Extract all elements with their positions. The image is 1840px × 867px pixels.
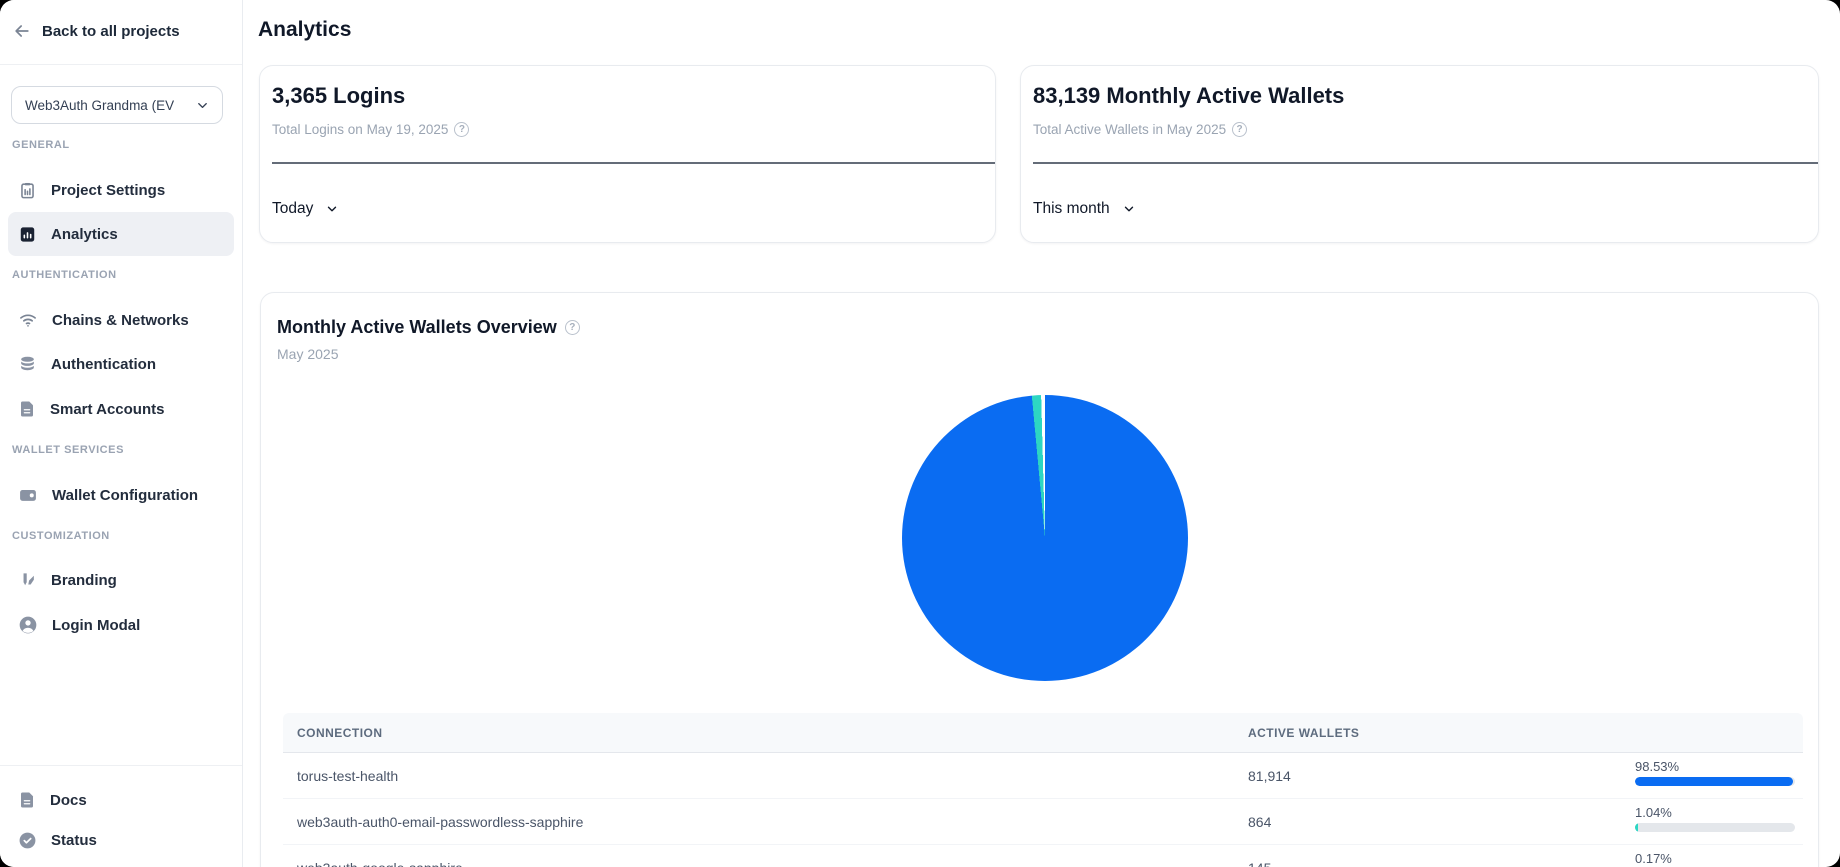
chevron-down-icon — [198, 102, 207, 108]
column-header-connection: CONNECTION — [297, 725, 383, 740]
help-icon[interactable]: ? — [564, 320, 580, 335]
connection-name: torus-test-health — [297, 768, 399, 784]
bar-chart-icon — [20, 226, 35, 242]
logins-range-dropdown[interactable]: Today — [272, 194, 339, 224]
logins-stat-value: 3,365 Logins — [272, 83, 406, 108]
logins-stat-subtitle: Total Logins on May 19, 2025 — [272, 122, 449, 137]
project-selector-value: Web3Auth Grandma (EV — [25, 97, 175, 113]
sidebar-item-label: Analytics — [51, 225, 118, 243]
share-bar-track — [1635, 777, 1795, 786]
stat-card-divider — [1033, 162, 1818, 164]
sidebar-item-label: Docs — [50, 791, 87, 809]
sidebar-item-label: Authentication — [51, 355, 156, 373]
chevron-down-icon — [328, 206, 337, 212]
column-header-active-wallets: ACTIVE WALLETS — [1248, 725, 1360, 740]
sidebar-item-label: Chains & Networks — [52, 311, 189, 329]
active-wallets-range-dropdown[interactable]: This month — [1033, 194, 1136, 224]
help-icon[interactable]: ? — [454, 122, 470, 137]
clipboard-icon — [21, 182, 34, 198]
sidebar-item-label: Project Settings — [51, 181, 166, 199]
wallet-icon — [20, 490, 36, 501]
wallets-overview-card: Monthly Active Wallets Overview ? May 20… — [260, 292, 1819, 867]
database-icon — [21, 356, 34, 370]
project-selector[interactable]: Web3Auth Grandma (EV — [11, 86, 223, 124]
sidebar-item-docs[interactable]: Docs — [8, 778, 234, 822]
sidebar-item-status[interactable]: Status — [8, 818, 234, 862]
sidebar-item-label: Wallet Configuration — [52, 486, 199, 504]
active-wallets-pie-chart — [902, 395, 1188, 681]
table-header-row: CONNECTION ACTIVE WALLETS — [283, 713, 1803, 753]
share-bar-track — [1635, 823, 1795, 832]
share-percent: 98.53% — [1635, 759, 1680, 774]
check-circle-icon — [19, 832, 36, 848]
active-wallets-stat-value: 83,139 Monthly Active Wallets — [1033, 83, 1345, 108]
page-title: Analytics — [258, 18, 352, 41]
connection-name: web3auth-auth0-email-passwordless-sapphi… — [297, 814, 584, 830]
logins-stat-card: 3,365 Logins Total Logins on May 19, 202… — [259, 65, 996, 243]
share-bar-fill — [1635, 823, 1638, 832]
sidebar-item-authentication[interactable]: Authentication — [8, 342, 234, 386]
sidebar-item-label: Smart Accounts — [50, 400, 165, 418]
sidebar-divider — [0, 64, 242, 65]
overview-subtitle: May 2025 — [277, 346, 339, 362]
sidebar-item-label: Status — [51, 831, 97, 849]
active-wallets-count: 81,914 — [1248, 768, 1291, 784]
sidebar: Back to all projects Web3Auth Grandma (E… — [0, 0, 243, 867]
connection-name: web3auth-google-sapphire — [297, 860, 463, 867]
share-bar-fill — [1635, 777, 1793, 786]
active-wallets-stat-subtitle: Total Active Wallets in May 2025 — [1033, 122, 1227, 137]
stat-card-divider — [272, 162, 995, 164]
sidebar-item-branding[interactable]: Branding — [8, 558, 234, 602]
brush-icon — [23, 572, 34, 585]
sidebar-footer-divider — [0, 765, 242, 766]
section-label-customization: CUSTOMIZATION — [12, 530, 110, 542]
back-button[interactable]: Back to all projects — [12, 12, 230, 50]
section-label-wallet-services: WALLET SERVICES — [12, 444, 124, 456]
section-label-general: GENERAL — [12, 139, 70, 151]
file-icon — [21, 792, 33, 808]
back-label: Back to all projects — [42, 22, 180, 40]
arrow-left-icon — [15, 25, 29, 37]
connections-table: CONNECTION ACTIVE WALLETS torus-test-hea… — [283, 713, 1803, 867]
active-wallets-count: 145 — [1248, 860, 1271, 867]
sidebar-item-analytics[interactable]: Analytics — [8, 212, 234, 256]
table-row: torus-test-health 81,914 98.53% — [283, 753, 1803, 799]
sidebar-item-wallet-configuration[interactable]: Wallet Configuration — [8, 473, 234, 517]
active-wallets-stat-card: 83,139 Monthly Active Wallets Total Acti… — [1020, 65, 1819, 243]
sidebar-item-smart-accounts[interactable]: Smart Accounts — [8, 387, 234, 431]
share-percent: 0.17% — [1635, 851, 1672, 866]
sidebar-item-label: Branding — [51, 571, 117, 589]
table-row: web3auth-google-sapphire 145 0.17% — [283, 845, 1803, 867]
sidebar-item-label: Login Modal — [52, 616, 141, 634]
help-icon[interactable]: ? — [1232, 122, 1248, 137]
sidebar-item-project-settings[interactable]: Project Settings — [8, 168, 234, 212]
overview-title: Monthly Active Wallets Overview — [277, 317, 557, 337]
file-icon — [21, 401, 33, 417]
chevron-down-icon — [1124, 206, 1133, 212]
user-circle-icon — [19, 616, 37, 634]
share-percent: 1.04% — [1635, 805, 1672, 820]
wifi-icon — [20, 314, 36, 327]
active-wallets-count: 864 — [1248, 814, 1272, 830]
sidebar-item-login-modal[interactable]: Login Modal — [8, 603, 234, 647]
sidebar-item-chains-networks[interactable]: Chains & Networks — [8, 298, 234, 342]
table-row: web3auth-auth0-email-passwordless-sapphi… — [283, 799, 1803, 845]
section-label-authentication: AUTHENTICATION — [12, 269, 117, 281]
